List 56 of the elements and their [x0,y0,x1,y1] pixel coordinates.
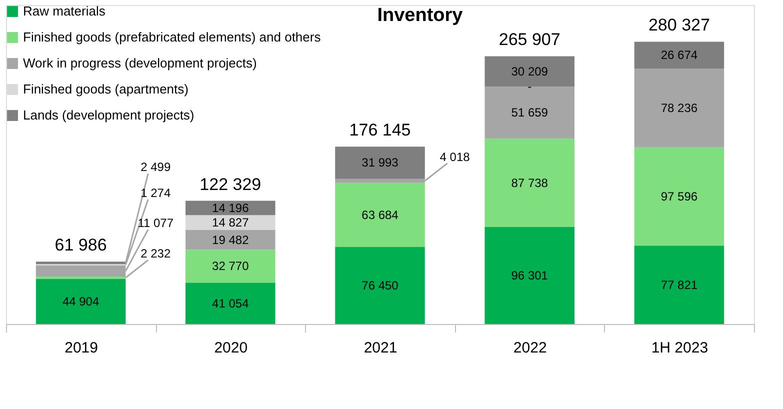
data-label: 4 018 [440,150,470,164]
bar [484,86,574,139]
total-label: 280 327 [648,16,710,35]
bar [186,215,276,230]
bar [634,68,724,148]
bar [186,230,276,250]
x-tick-label: 2020 [214,340,248,356]
data-label: 19 482 [212,232,250,247]
x-tick-label: 2021 [364,340,398,356]
bar [634,246,724,324]
data-label: 32 770 [212,259,250,274]
bar [634,147,724,246]
data-label: 76 450 [362,278,399,293]
bar [335,146,425,179]
data-label: 11 077 [138,216,174,230]
legend-label: Lands (development projects) [23,108,194,122]
data-label: 78 236 [660,100,698,115]
data-label: 26 674 [660,48,698,62]
x-tick-label: 1H 2023 [651,340,708,356]
bar [36,278,126,324]
data-label: 87 738 [511,176,548,190]
x-tick-label: 2019 [64,340,98,356]
data-label: 31 993 [362,156,399,170]
legend-label: Raw materials [23,4,106,18]
data-label: 1 274 [140,186,171,200]
data-label: - [528,80,532,94]
bar [335,182,425,248]
total-label: 265 907 [498,30,560,50]
total-label: 176 145 [349,120,411,140]
bar [484,56,574,87]
bar [335,247,425,324]
legend-label: Finished goods (apartments) [23,82,188,96]
legend-label: Work in progress (development projects) [23,56,257,70]
bar [484,227,574,324]
bar [186,250,276,283]
data-label: 51 659 [511,106,548,120]
bar [484,138,574,228]
data-label: 96 301 [511,268,548,283]
data-label: 44 904 [62,294,100,308]
total-label: 122 329 [200,174,262,194]
bar [36,262,126,264]
data-label: 14 196 [212,200,250,215]
bar [634,42,724,69]
data-label: 30 209 [511,64,548,78]
data-label: 97 596 [660,189,698,204]
data-label: 14 827 [212,216,250,230]
data-label: 77 821 [660,278,698,292]
total-label: 61 986 [54,236,107,255]
data-label: 2 232 [140,246,171,261]
data-label: 2 499 [140,160,171,174]
x-tick-label: 2022 [513,340,547,356]
data-label: 63 684 [362,208,399,222]
bar [186,282,276,324]
chart-title: Inventory [377,5,464,26]
legend-label: Finished goods (prefabricated elements) and others [23,30,322,44]
data-label: 41 054 [212,296,250,310]
